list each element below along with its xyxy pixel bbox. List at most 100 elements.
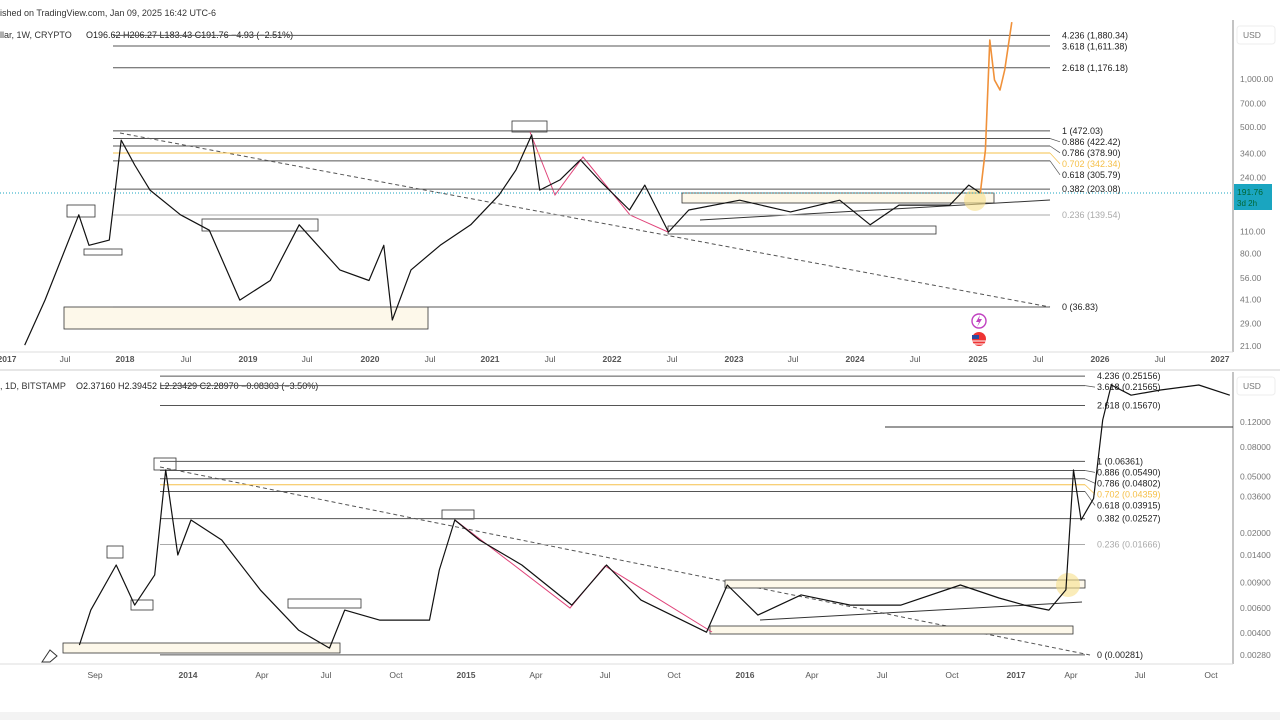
range-box[interactable] <box>106 545 124 559</box>
fib-label-leader <box>1084 491 1096 506</box>
fib-level-label: 1 (472.03) <box>1062 126 1103 136</box>
range-box[interactable] <box>83 248 123 256</box>
fib-level-label: 0.618 (305.79) <box>1062 170 1121 180</box>
fib-level-label: 3.618 (1,611.38) <box>1062 41 1127 51</box>
x-tick-label: 2021 <box>481 354 500 364</box>
x-tick-label: Jul <box>60 354 71 364</box>
y-tick-label: 0.00600 <box>1240 603 1271 613</box>
fib-label-leader <box>1049 145 1061 154</box>
y-tick-label: 56.00 <box>1240 273 1262 283</box>
fib-level-label: 0.702 (342.34) <box>1062 159 1121 169</box>
fib-label-leader <box>1049 152 1061 165</box>
x-tick-label: 2018 <box>116 354 135 364</box>
x-tick-label: Jul <box>545 354 556 364</box>
range-box[interactable] <box>201 218 319 232</box>
bottom-currency-button[interactable] <box>1236 376 1276 396</box>
y-tick-label: 0.05000 <box>1240 471 1271 481</box>
fib-level-label: 0.886 (422.42) <box>1062 137 1121 147</box>
x-tick-label: 2023 <box>725 354 744 364</box>
lightning-event-icon[interactable] <box>971 313 987 329</box>
price-line <box>24 134 981 346</box>
x-tick-label: Apr <box>529 670 542 680</box>
y-tick-label: 1,000.00 <box>1240 74 1273 84</box>
x-tick-label: Jul <box>181 354 192 364</box>
y-tick-label: 340.00 <box>1240 148 1266 158</box>
y-tick-label: 41.00 <box>1240 295 1262 305</box>
y-tick-label: 110.00 <box>1240 226 1266 236</box>
x-tick-label: 2025 <box>969 354 988 364</box>
price-line <box>78 384 1230 649</box>
x-tick-label: 2017 <box>1007 670 1026 680</box>
x-tick-label: Sep <box>87 670 102 680</box>
x-tick-label: Oct <box>667 670 681 680</box>
y-tick-label: 29.00 <box>1240 318 1262 328</box>
fib-label-leader <box>1084 484 1096 495</box>
y-tick-label: 0.00900 <box>1240 578 1271 588</box>
bottom-currency-label: USD <box>1243 381 1261 391</box>
y-tick-label: 21.00 <box>1240 341 1262 351</box>
support-trendline[interactable] <box>699 199 1051 221</box>
x-tick-label: Apr <box>805 670 818 680</box>
fib-level-label: 2.618 (0.15670) <box>1097 400 1161 410</box>
range-box[interactable] <box>709 625 1074 635</box>
range-box[interactable] <box>62 642 341 654</box>
y-tick-label: 700.00 <box>1240 99 1266 109</box>
y-tick-label: 0.00400 <box>1240 628 1271 638</box>
bottom-symbol: , 1D, BITSTAMP <box>0 381 66 391</box>
x-tick-label: Jul <box>788 354 799 364</box>
x-tick-label: Jul <box>425 354 436 364</box>
us-flag-icon[interactable] <box>972 332 986 346</box>
fib-level-label: 0.382 (0.02527) <box>1097 514 1161 524</box>
bar-countdown: 3d 2h <box>1237 199 1257 208</box>
fib-level-label: 0.886 (0.05490) <box>1097 467 1161 477</box>
fib-level-label: 0 (0.00281) <box>1097 650 1143 660</box>
top-currency-label: USD <box>1243 30 1261 40</box>
x-tick-label: Jul <box>600 670 611 680</box>
published-caption: ished on TradingView.com, Jan 09, 2025 1… <box>0 8 216 18</box>
y-tick-label: 500.00 <box>1240 122 1266 132</box>
fib-level-label: 0.382 (203.08) <box>1062 184 1121 194</box>
y-tick-label: 0.12000 <box>1240 417 1271 427</box>
x-tick-label: Oct <box>389 670 403 680</box>
fib-label-leader <box>1084 470 1096 473</box>
highlight-circle <box>964 189 986 211</box>
range-box[interactable] <box>63 306 429 330</box>
x-tick-label: Apr <box>255 670 268 680</box>
fib-label-leader <box>1084 385 1096 388</box>
x-tick-label: 2022 <box>603 354 622 364</box>
x-tick-label: Jul <box>910 354 921 364</box>
x-tick-label: 2015 <box>457 670 476 680</box>
range-box[interactable] <box>66 204 96 218</box>
fib-label-leader <box>1049 160 1061 176</box>
range-box[interactable] <box>287 598 362 609</box>
fib-label-leader <box>1049 138 1061 143</box>
support-trendline[interactable] <box>759 601 1083 621</box>
x-tick-label: Jul <box>667 354 678 364</box>
fib-level-label: 1 (0.06361) <box>1097 456 1143 466</box>
x-tick-label: Jul <box>877 670 888 680</box>
dashed-trendline[interactable] <box>119 132 1051 308</box>
range-box[interactable] <box>724 579 1086 589</box>
y-tick-label: 0.00280 <box>1240 650 1271 660</box>
x-tick-label: 2026 <box>1091 354 1110 364</box>
top-currency-button[interactable] <box>1236 25 1276 45</box>
x-tick-label: Oct <box>945 670 959 680</box>
y-tick-label: 0.03600 <box>1240 492 1271 502</box>
x-tick-label: Jul <box>321 670 332 680</box>
drawing-tool-icon[interactable] <box>41 649 58 663</box>
fib-level-label: 4.236 (1,880.34) <box>1062 30 1128 40</box>
range-box[interactable] <box>681 192 995 204</box>
fib-level-label: 2.618 (1,176.18) <box>1062 63 1128 73</box>
highlight-circle <box>1056 573 1080 597</box>
range-box[interactable] <box>130 599 154 611</box>
last-price-value: 191.76 <box>1237 187 1263 197</box>
x-tick-label: Apr <box>1064 670 1077 680</box>
pink-path[interactable] <box>529 131 669 233</box>
projection-line <box>979 21 1013 194</box>
fib-level-label: 4.236 (0.25156) <box>1097 371 1161 381</box>
footer-strip <box>0 712 1280 720</box>
range-box[interactable] <box>511 120 548 133</box>
fib-level-label: 0.702 (0.04359) <box>1097 489 1161 499</box>
